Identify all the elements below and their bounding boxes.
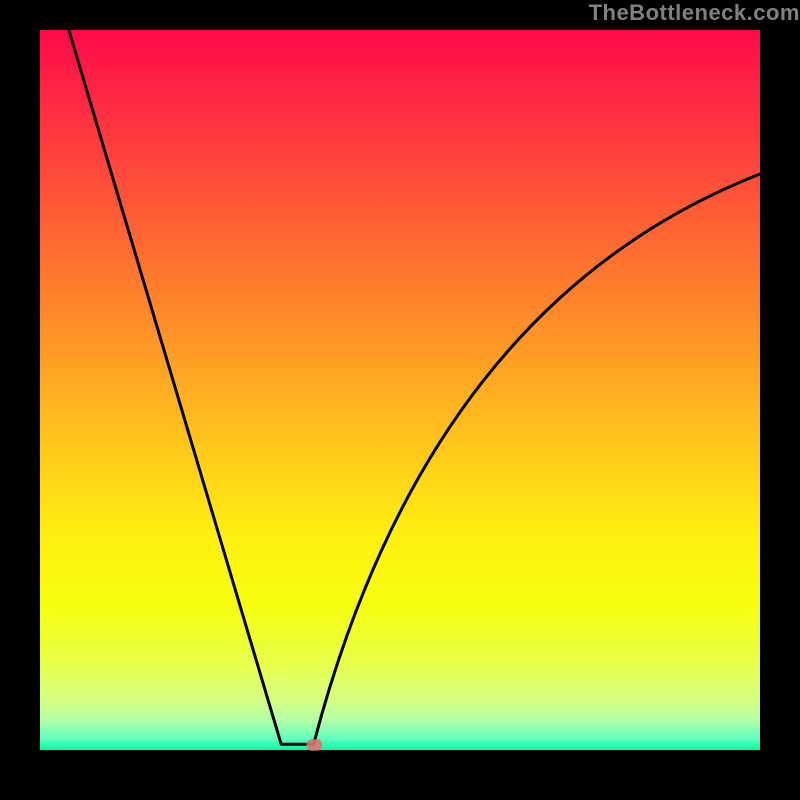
watermark-text: TheBottleneck.com bbox=[589, 0, 800, 26]
plot-background bbox=[40, 30, 760, 750]
optimum-marker bbox=[306, 739, 322, 751]
bottleneck-chart bbox=[0, 0, 800, 800]
